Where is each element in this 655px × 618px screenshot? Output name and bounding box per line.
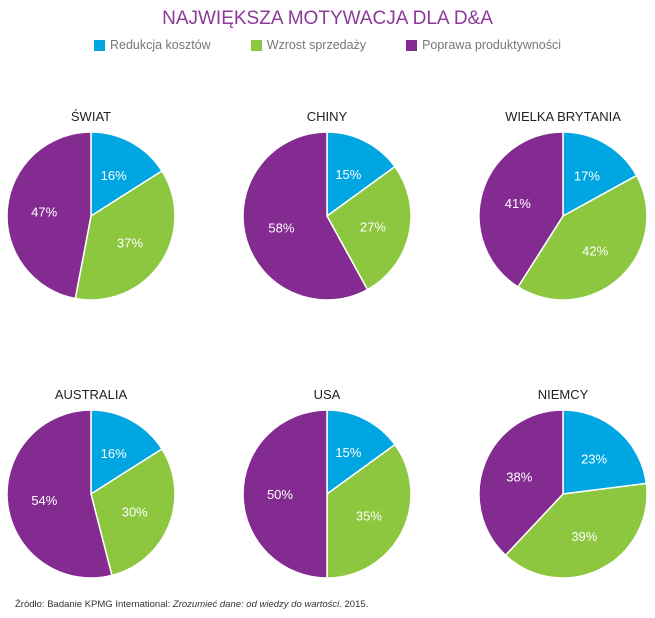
slice-label: 23% bbox=[581, 452, 607, 467]
source-suffix: . 2015. bbox=[339, 599, 369, 610]
slice-label: 17% bbox=[574, 169, 600, 184]
legend-swatch bbox=[406, 39, 418, 51]
pie-slice bbox=[242, 131, 369, 301]
legend-item-cost: Redukcja kosztów bbox=[93, 38, 211, 52]
pie-slice bbox=[516, 174, 648, 301]
pie-slice bbox=[6, 131, 92, 300]
slice-label: 41% bbox=[505, 196, 531, 211]
slice-label: 15% bbox=[335, 445, 361, 460]
legend-label: Redukcja kosztów bbox=[109, 38, 211, 52]
slice-label: 54% bbox=[31, 493, 57, 508]
legend-swatch bbox=[250, 39, 262, 51]
slice-label: 42% bbox=[582, 243, 608, 258]
slice-label: 27% bbox=[360, 219, 386, 234]
legend-item-sales: Wzrost sprzedaży bbox=[250, 38, 367, 52]
pie-title: WIELKA BRYTANIA bbox=[505, 109, 621, 124]
pie-title: CHINY bbox=[307, 109, 348, 124]
pie-slice bbox=[90, 409, 163, 496]
pie-slice bbox=[478, 131, 564, 288]
source-note: Źródło: Badanie KPMG International: Zroz… bbox=[15, 599, 368, 610]
pie-slice bbox=[326, 165, 412, 291]
slice-label: 16% bbox=[101, 446, 127, 461]
pie-slice bbox=[562, 409, 648, 495]
slice-label: 47% bbox=[31, 205, 57, 220]
slice-label: 16% bbox=[101, 168, 127, 183]
pie-slice bbox=[74, 169, 176, 301]
pie-slice bbox=[326, 131, 397, 218]
slice-label: 15% bbox=[335, 167, 361, 182]
legend-swatch bbox=[93, 39, 105, 51]
pie-slice bbox=[504, 482, 648, 579]
pie-slice bbox=[242, 409, 328, 579]
pie-title: USA bbox=[314, 387, 341, 402]
legend-item-productivity: Poprawa produktywności bbox=[406, 38, 561, 52]
source-title: Zrozumieć dane: od wiedzy do wartości bbox=[172, 599, 340, 610]
slice-label: 38% bbox=[506, 470, 532, 485]
pie-title: NIEMCY bbox=[538, 387, 589, 402]
legend-label: Poprawa produktywności bbox=[422, 38, 562, 52]
source-prefix: Źródło: Badanie KPMG International: bbox=[15, 599, 173, 610]
slice-label: 58% bbox=[268, 221, 294, 236]
slice-label: 50% bbox=[267, 487, 293, 502]
pie-slice bbox=[478, 409, 564, 557]
chart-title: NAJWIĘKSZA MOTYWACJA DLA D&A bbox=[162, 8, 493, 29]
pie-slice bbox=[90, 447, 176, 577]
pie-title: ŚWIAT bbox=[71, 109, 111, 124]
slice-label: 35% bbox=[356, 508, 382, 523]
slice-label: 39% bbox=[571, 529, 597, 544]
pie-slice bbox=[326, 443, 412, 579]
pie-slice bbox=[90, 131, 163, 218]
legend: Redukcja kosztów Wzrost sprzedaży Popraw… bbox=[0, 38, 655, 52]
pie-title: AUSTRALIA bbox=[55, 387, 128, 402]
slice-label: 37% bbox=[117, 235, 143, 250]
legend-label: Wzrost sprzedaży bbox=[266, 38, 367, 52]
pie-slice bbox=[6, 409, 113, 579]
pie-slice bbox=[562, 131, 638, 218]
pie-slice bbox=[326, 409, 397, 496]
slice-label: 30% bbox=[122, 504, 148, 519]
